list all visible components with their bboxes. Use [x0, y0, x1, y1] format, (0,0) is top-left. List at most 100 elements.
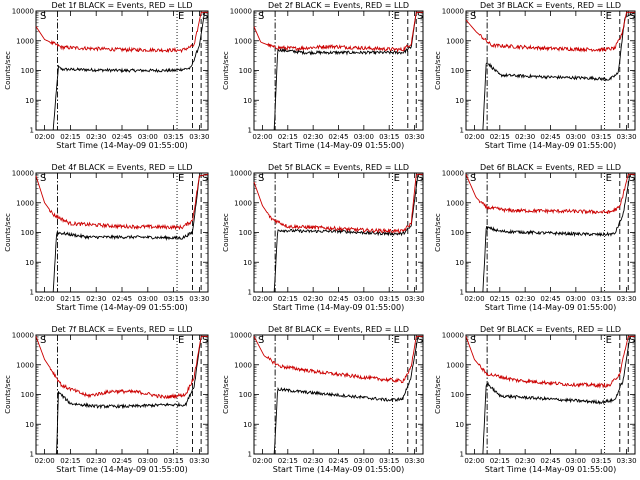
x-tick-label: 02:00	[464, 295, 484, 303]
x-tick-label: 03:30	[404, 457, 424, 465]
y-axis-label: Counts/sec	[434, 213, 442, 252]
y-tick-label: 1000	[446, 361, 464, 369]
plot-frame	[35, 172, 209, 293]
y-tick-label: 10	[243, 421, 252, 429]
marker-label: E	[606, 11, 612, 22]
detector-panel-5: Det 5f BLACK = Events, RED = LLD 1 10 100 10…	[222, 163, 425, 312]
y-tick-label: 100	[239, 391, 252, 399]
y-tick-label: 1000	[234, 199, 252, 207]
x-tick-label: 03:15	[591, 133, 611, 141]
events-series-line	[254, 173, 423, 293]
marker-label: S	[258, 11, 264, 22]
y-tick-label: 100	[451, 229, 464, 237]
x-tick-label: 03:30	[189, 457, 209, 465]
y-tick-label: 10000	[442, 8, 464, 16]
lld-series-line	[35, 11, 208, 54]
lld-series-line	[253, 335, 423, 384]
y-tick-label: 10000	[442, 170, 464, 178]
marker-label: S	[629, 335, 635, 346]
plot-frame	[465, 334, 636, 455]
y-tick-label: 10	[455, 259, 464, 267]
x-tick-label: 02:00	[464, 457, 484, 465]
y-tick-label: 1000	[446, 199, 464, 207]
x-axis-label: Start Time (14-May-09 01:55:00)	[56, 141, 187, 150]
x-tick-label: 02:15	[278, 295, 298, 303]
x-tick-label: 02:15	[490, 133, 510, 141]
detector-panel-8: Det 8f BLACK = Events, RED = LLD 1 10 100 10…	[222, 325, 425, 474]
x-tick-label: 03:00	[354, 457, 374, 465]
lld-series-line	[465, 11, 635, 53]
x-axis-label: Start Time (14-May-09 01:55:00)	[273, 141, 404, 150]
x-tick-label: 02:00	[252, 457, 272, 465]
detector-panel-1: Det 1f BLACK = Events, RED = LLD 1 10 100 10…	[4, 1, 209, 150]
x-tick-label: 03:00	[354, 133, 374, 141]
y-tick-label: 1	[248, 127, 252, 135]
panel-title: Det 9f BLACK = Events, RED = LLD	[480, 325, 621, 334]
x-tick-label: 03:15	[379, 457, 399, 465]
panel-title: Det 6f BLACK = Events, RED = LLD	[480, 163, 621, 172]
y-axis-label: Counts/sec	[4, 375, 12, 414]
y-tick-label: 1	[460, 127, 464, 135]
y-tick-label: 1000	[16, 37, 34, 45]
y-tick-label: 10000	[230, 170, 252, 178]
y-tick-label: 100	[451, 391, 464, 399]
marker-label: E	[394, 335, 400, 346]
lld-series-line	[253, 11, 423, 53]
detector-panel-3: Det 3f BLACK = Events, RED = LLD 1 10 100 10…	[434, 1, 637, 150]
y-tick-label: 1	[248, 451, 252, 459]
detector-panel-9: Det 9f BLACK = Events, RED = LLD 1 10 100 10…	[434, 325, 637, 474]
x-tick-label: 02:45	[540, 295, 560, 303]
plot-frame	[465, 10, 636, 131]
y-tick-label: 10000	[12, 332, 34, 340]
x-tick-label: 02:30	[303, 133, 323, 141]
x-tick-label: 02:15	[278, 457, 298, 465]
y-tick-label: 10000	[12, 8, 34, 16]
y-axis-label: Counts/sec	[4, 51, 12, 90]
y-tick-label: 10000	[442, 332, 464, 340]
y-axis-label: Counts/sec	[4, 213, 12, 252]
detector-panel-6: Det 6f BLACK = Events, RED = LLD 1 10 100 10…	[434, 163, 637, 312]
x-tick-label: 02:45	[328, 295, 348, 303]
x-tick-label: 03:00	[566, 457, 586, 465]
y-tick-label: 100	[21, 229, 34, 237]
x-tick-label: 03:30	[404, 295, 424, 303]
x-tick-label: 03:30	[616, 457, 636, 465]
x-axis-label: Start Time (14-May-09 01:55:00)	[273, 303, 404, 312]
y-tick-label: 100	[239, 67, 252, 75]
y-tick-label: 10	[243, 259, 252, 267]
panel-title: Det 2f BLACK = Events, RED = LLD	[268, 1, 409, 10]
events-series-line	[36, 335, 208, 455]
plot-frame	[253, 172, 424, 293]
x-tick-label: 02:45	[540, 133, 560, 141]
y-tick-label: 10	[243, 97, 252, 105]
marker-label: S	[40, 173, 46, 184]
x-tick-label: 03:15	[591, 295, 611, 303]
marker-label: E	[178, 11, 184, 22]
x-tick-label: 03:30	[404, 133, 424, 141]
panel-title: Det 4f BLACK = Events, RED = LLD	[51, 163, 192, 172]
marker-label: E	[178, 173, 184, 184]
y-axis-label: Counts/sec	[434, 51, 442, 90]
x-tick-label: 03:30	[616, 295, 636, 303]
x-tick-label: 02:00	[35, 295, 55, 303]
y-tick-label: 100	[21, 67, 34, 75]
x-tick-label: 03:15	[164, 133, 184, 141]
y-tick-label: 1000	[234, 361, 252, 369]
x-tick-label: 03:00	[354, 295, 374, 303]
x-tick-label: 02:45	[328, 133, 348, 141]
marker-label: S	[202, 11, 208, 22]
x-tick-label: 02:45	[112, 295, 132, 303]
events-series-line	[466, 173, 635, 293]
x-axis-label: Start Time (14-May-09 01:55:00)	[485, 141, 616, 150]
detector-panel-2: Det 2f BLACK = Events, RED = LLD 1 10 100 10…	[222, 1, 425, 150]
events-series-line	[466, 11, 636, 131]
panel-title: Det 8f BLACK = Events, RED = LLD	[268, 325, 409, 334]
marker-label: S	[470, 335, 476, 346]
x-tick-label: 02:15	[490, 457, 510, 465]
detector-panel-7: Det 7f BLACK = Events, RED = LLD 1 10 100 10…	[4, 325, 209, 474]
y-tick-label: 1	[460, 289, 464, 297]
y-tick-label: 1	[248, 289, 252, 297]
marker-label: S	[417, 335, 423, 346]
